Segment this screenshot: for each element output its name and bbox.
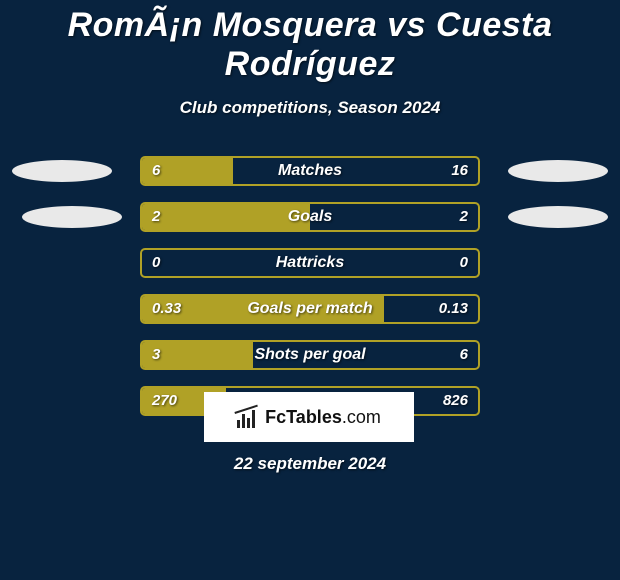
- comparison-chart: 616Matches 22Goals 00Hattricks 0.330.13Goal…: [0, 156, 620, 416]
- logo-chart-icon: [237, 406, 259, 428]
- logo-text: FcTables.com: [265, 407, 381, 428]
- stat-label: Hattricks: [142, 250, 478, 276]
- bar-track: 36Shots per goal: [140, 340, 480, 370]
- page-title: RomÃ¡n Mosquera vs Cuesta Rodríguez: [0, 0, 620, 84]
- ellipse-left: [22, 206, 122, 228]
- stat-row: 616Matches: [0, 156, 620, 186]
- stat-label: Matches: [142, 158, 478, 184]
- date-label: 22 september 2024: [0, 454, 620, 474]
- ellipse-right: [508, 160, 608, 182]
- logo-brand-bold: FcTables: [265, 407, 342, 427]
- bar-track: 616Matches: [140, 156, 480, 186]
- logo-brand-light: .com: [342, 407, 381, 427]
- stat-row: 22Goals: [0, 202, 620, 232]
- stat-label: Shots per goal: [142, 342, 478, 368]
- stat-row: 0.330.13Goals per match: [0, 294, 620, 324]
- bar-track: 22Goals: [140, 202, 480, 232]
- ellipse-right: [508, 206, 608, 228]
- bar-track: 0.330.13Goals per match: [140, 294, 480, 324]
- stat-label: Goals: [142, 204, 478, 230]
- logo-box: FcTables.com: [204, 392, 414, 442]
- page-subtitle: Club competitions, Season 2024: [0, 98, 620, 118]
- ellipse-left: [12, 160, 112, 182]
- stat-row: 00Hattricks: [0, 248, 620, 278]
- bar-track: 00Hattricks: [140, 248, 480, 278]
- stat-label: Goals per match: [142, 296, 478, 322]
- stat-row: 36Shots per goal: [0, 340, 620, 370]
